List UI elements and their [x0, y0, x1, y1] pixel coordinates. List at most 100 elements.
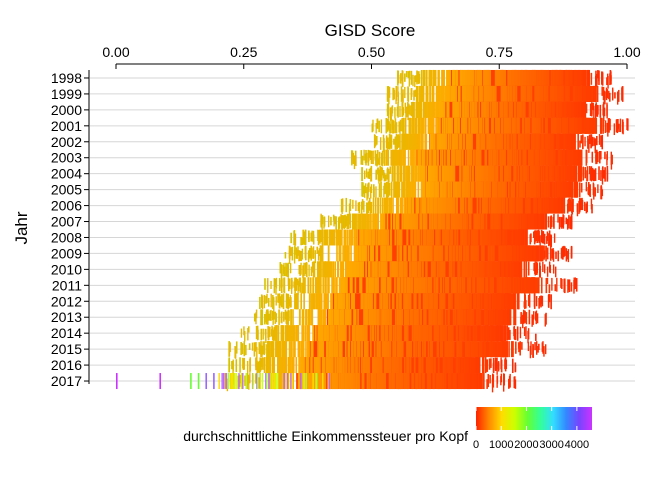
district-mark [310, 232, 312, 242]
district-mark [563, 133, 566, 150]
district-mark [388, 277, 390, 294]
district-mark [504, 85, 507, 102]
district-mark [421, 149, 424, 166]
district-mark [436, 325, 438, 342]
district-mark [290, 247, 292, 256]
district-mark [502, 261, 505, 278]
district-mark [423, 293, 426, 310]
district-mark [295, 247, 297, 259]
district-mark [603, 107, 605, 121]
district-mark [402, 277, 404, 294]
district-mark [523, 149, 525, 166]
district-mark [505, 181, 507, 198]
district-mark [440, 149, 442, 166]
district-mark [372, 261, 375, 278]
district-mark [522, 314, 524, 329]
district-mark [522, 85, 525, 102]
district-mark [411, 133, 413, 150]
district-mark [379, 293, 381, 310]
district-mark [392, 87, 394, 101]
district-mark [505, 213, 508, 230]
district-mark [578, 101, 581, 118]
district-mark [529, 165, 532, 182]
district-mark [470, 117, 473, 134]
district-mark [320, 245, 322, 262]
district-mark [419, 293, 421, 310]
district-mark [302, 265, 304, 278]
district-mark [466, 85, 469, 102]
district-mark [462, 133, 465, 150]
district-mark [560, 165, 563, 182]
district-mark [376, 155, 378, 167]
district-mark [369, 229, 372, 246]
district-mark [509, 69, 512, 86]
district-mark [525, 261, 528, 278]
district-mark [294, 278, 296, 291]
district-mark [432, 85, 434, 102]
district-mark [513, 85, 516, 102]
district-mark [566, 69, 568, 86]
district-mark [543, 181, 546, 198]
district-mark [424, 309, 427, 326]
district-mark [352, 152, 355, 165]
district-mark [475, 101, 477, 118]
district-mark [447, 101, 450, 118]
district-mark [597, 184, 599, 194]
district-mark [414, 277, 417, 294]
district-mark [502, 293, 505, 310]
district-mark [392, 121, 395, 134]
district-mark [523, 213, 525, 230]
district-mark [569, 133, 572, 150]
district-mark [493, 229, 496, 246]
district-mark [364, 153, 367, 164]
district-mark [489, 69, 492, 86]
district-mark [351, 261, 353, 278]
district-mark [587, 187, 590, 195]
district-mark [345, 197, 348, 213]
district-mark [365, 229, 368, 246]
district-mark [431, 341, 433, 358]
district-mark [404, 133, 406, 150]
district-mark [396, 261, 398, 278]
district-mark [526, 277, 529, 294]
district-mark [312, 246, 315, 259]
district-mark [390, 107, 392, 121]
district-mark [325, 325, 327, 342]
district-mark [535, 101, 538, 118]
district-mark [269, 310, 271, 321]
district-mark [410, 261, 412, 278]
district-mark [353, 325, 355, 342]
district-mark [473, 149, 475, 166]
district-mark [536, 133, 539, 150]
district-mark [469, 277, 472, 294]
district-mark [503, 277, 506, 294]
district-mark [481, 101, 483, 118]
district-mark [618, 89, 620, 102]
district-mark [336, 309, 338, 326]
district-mark [499, 293, 502, 310]
district-mark [397, 74, 399, 86]
district-mark [444, 165, 447, 182]
district-mark [380, 152, 383, 166]
district-mark [388, 86, 391, 98]
district-mark [337, 261, 340, 278]
district-mark [413, 181, 415, 198]
district-mark [289, 245, 291, 260]
district-mark [423, 213, 426, 230]
district-mark [267, 326, 269, 338]
district-mark [405, 261, 407, 278]
district-mark [419, 213, 422, 230]
district-mark [451, 293, 453, 310]
district-mark [244, 330, 246, 342]
district-mark [534, 342, 536, 351]
district-mark [512, 213, 515, 230]
district-mark [546, 85, 549, 102]
district-mark [574, 101, 577, 118]
district-mark [407, 133, 409, 150]
district-mark [539, 85, 541, 102]
district-mark [387, 87, 389, 99]
district-mark [503, 181, 506, 198]
district-mark [275, 341, 278, 358]
district-mark [393, 149, 396, 166]
district-mark [423, 69, 426, 86]
